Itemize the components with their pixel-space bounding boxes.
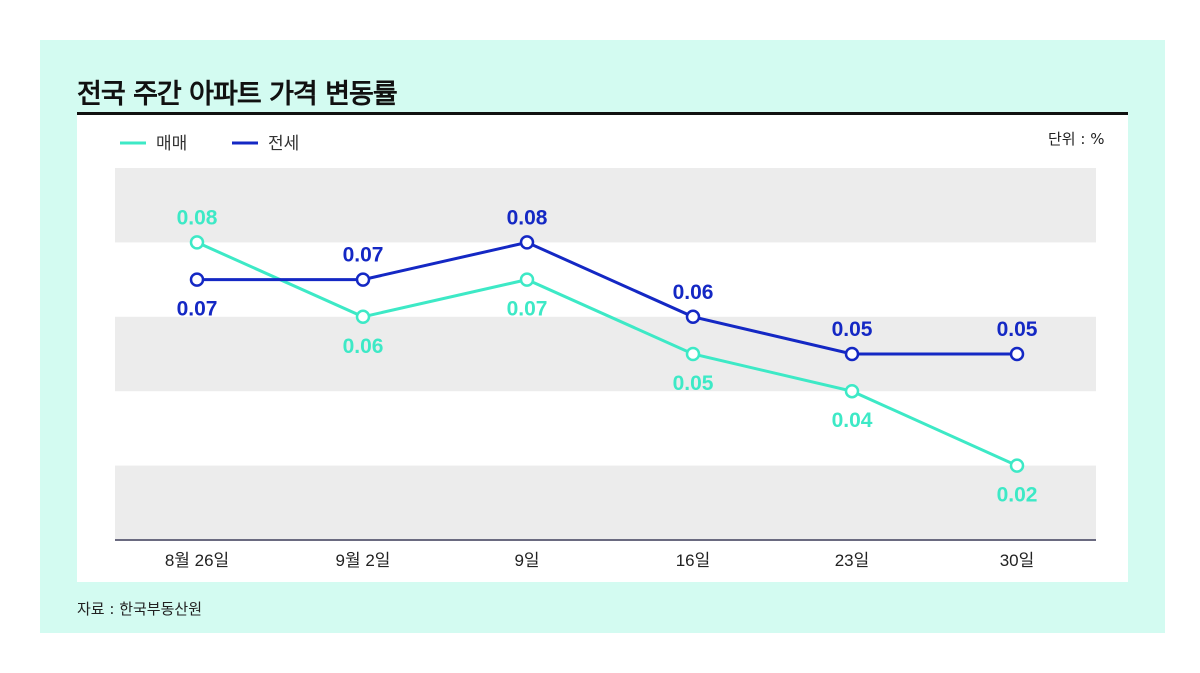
- data-label: 0.05: [997, 318, 1038, 341]
- data-point: [844, 346, 860, 362]
- x-tick-label: 8월 26일: [165, 551, 229, 570]
- x-tick-label: 30일: [1000, 551, 1035, 570]
- data-label: 0.02: [997, 484, 1038, 507]
- source-note: 자료 : 한국부동산원: [77, 600, 202, 618]
- x-tick-label: 23일: [835, 551, 870, 570]
- x-tick-label: 9일: [514, 551, 539, 570]
- data-label: 0.06: [343, 335, 384, 358]
- data-label: 0.05: [832, 318, 873, 341]
- data-label: 0.07: [343, 244, 384, 267]
- data-point: [355, 309, 371, 325]
- data-point: [1009, 346, 1025, 362]
- data-label: 0.07: [507, 298, 548, 321]
- x-tick-label: 9월 2일: [336, 551, 391, 570]
- legend-label: 매매: [156, 134, 187, 154]
- data-label: 0.07: [177, 298, 218, 321]
- data-label: 0.06: [673, 281, 714, 304]
- legend-label: 전세: [268, 134, 299, 154]
- data-point: [685, 309, 701, 325]
- data-label: 0.08: [177, 206, 218, 229]
- x-tick-label: 16일: [676, 551, 711, 570]
- chart-title: 전국 주간 아파트 가격 변동률: [77, 79, 398, 110]
- data-point: [519, 235, 535, 250]
- data-label: 0.05: [673, 372, 714, 395]
- series-line: [197, 240, 1017, 356]
- unit-label: 단위 : %: [1048, 130, 1105, 148]
- data-point: [1009, 458, 1025, 473]
- data-label: 0.04: [832, 409, 873, 432]
- data-point: [519, 272, 535, 287]
- data-point: [844, 383, 860, 399]
- data-point: [355, 272, 371, 287]
- data-point: [189, 272, 205, 287]
- title-rule: [77, 112, 1128, 115]
- series-line: [196, 241, 1018, 467]
- data-point: [189, 235, 205, 250]
- data-point: [685, 346, 701, 362]
- grid-band: [115, 465, 1096, 540]
- grid-band: [115, 168, 1096, 243]
- data-label: 0.08: [507, 206, 548, 229]
